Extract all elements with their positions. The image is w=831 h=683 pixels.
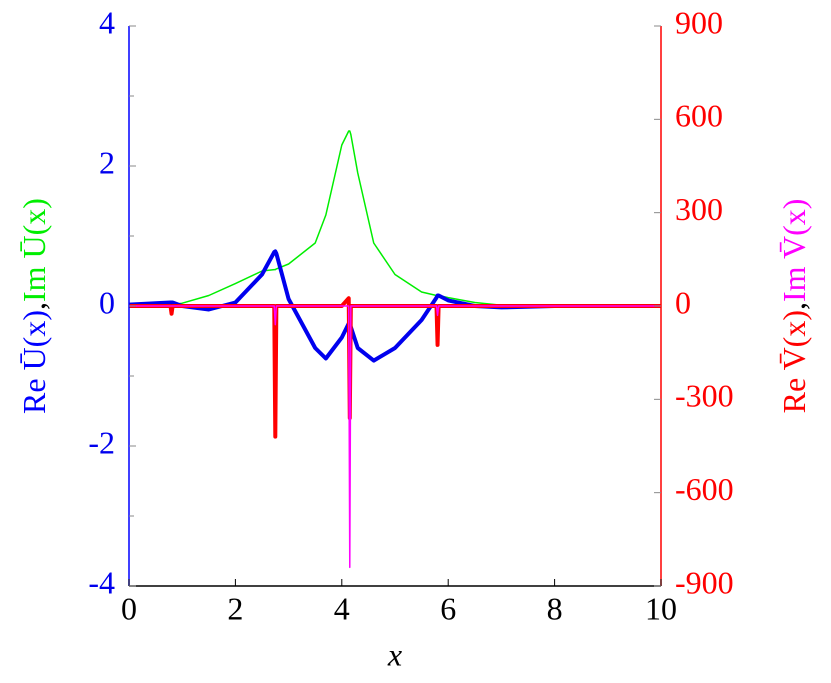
y-tick-label: 2 [99,144,115,180]
y-tick-label: -2 [88,424,115,460]
x-tick-label: 0 [121,590,137,626]
y-tick-label: 0 [99,284,115,320]
series-line [129,305,661,569]
x-tick-label: 6 [440,590,456,626]
x-tick-label: 10 [645,590,677,626]
y2-axis-label-part: , [776,302,812,310]
y2-tick-label: 600 [675,98,723,134]
y-axis-label: Re Ū(x),Im Ū(x) [16,198,52,414]
y2-tick-label: -900 [675,564,734,600]
series-line [129,296,661,439]
x-axis-label: x [387,636,402,672]
y2-tick-label: -300 [675,378,734,414]
y2-tick-label: -600 [675,471,734,507]
y-axis-label-part: , [16,302,52,310]
y2-axis-label: Re V̄(x),Im V̄(x) [776,199,812,414]
y-tick-label: -4 [88,564,115,600]
y2-axis-label-part: Re V̄(x) [776,310,812,413]
y2-tick-label: 300 [675,191,723,227]
y-axis-label-part: Im Ū(x) [16,198,52,302]
x-tick-label: 8 [547,590,563,626]
y-axis-label-part: Re Ū(x) [16,310,52,414]
x-tick-label: 2 [227,590,243,626]
y-tick-label: 4 [99,4,115,40]
y2-tick-label: 0 [675,284,691,320]
series-line [129,130,661,307]
y2-axis-label-part: Im V̄(x) [776,199,812,302]
x-tick-label: 4 [334,590,350,626]
y2-tick-label: 900 [675,4,723,40]
